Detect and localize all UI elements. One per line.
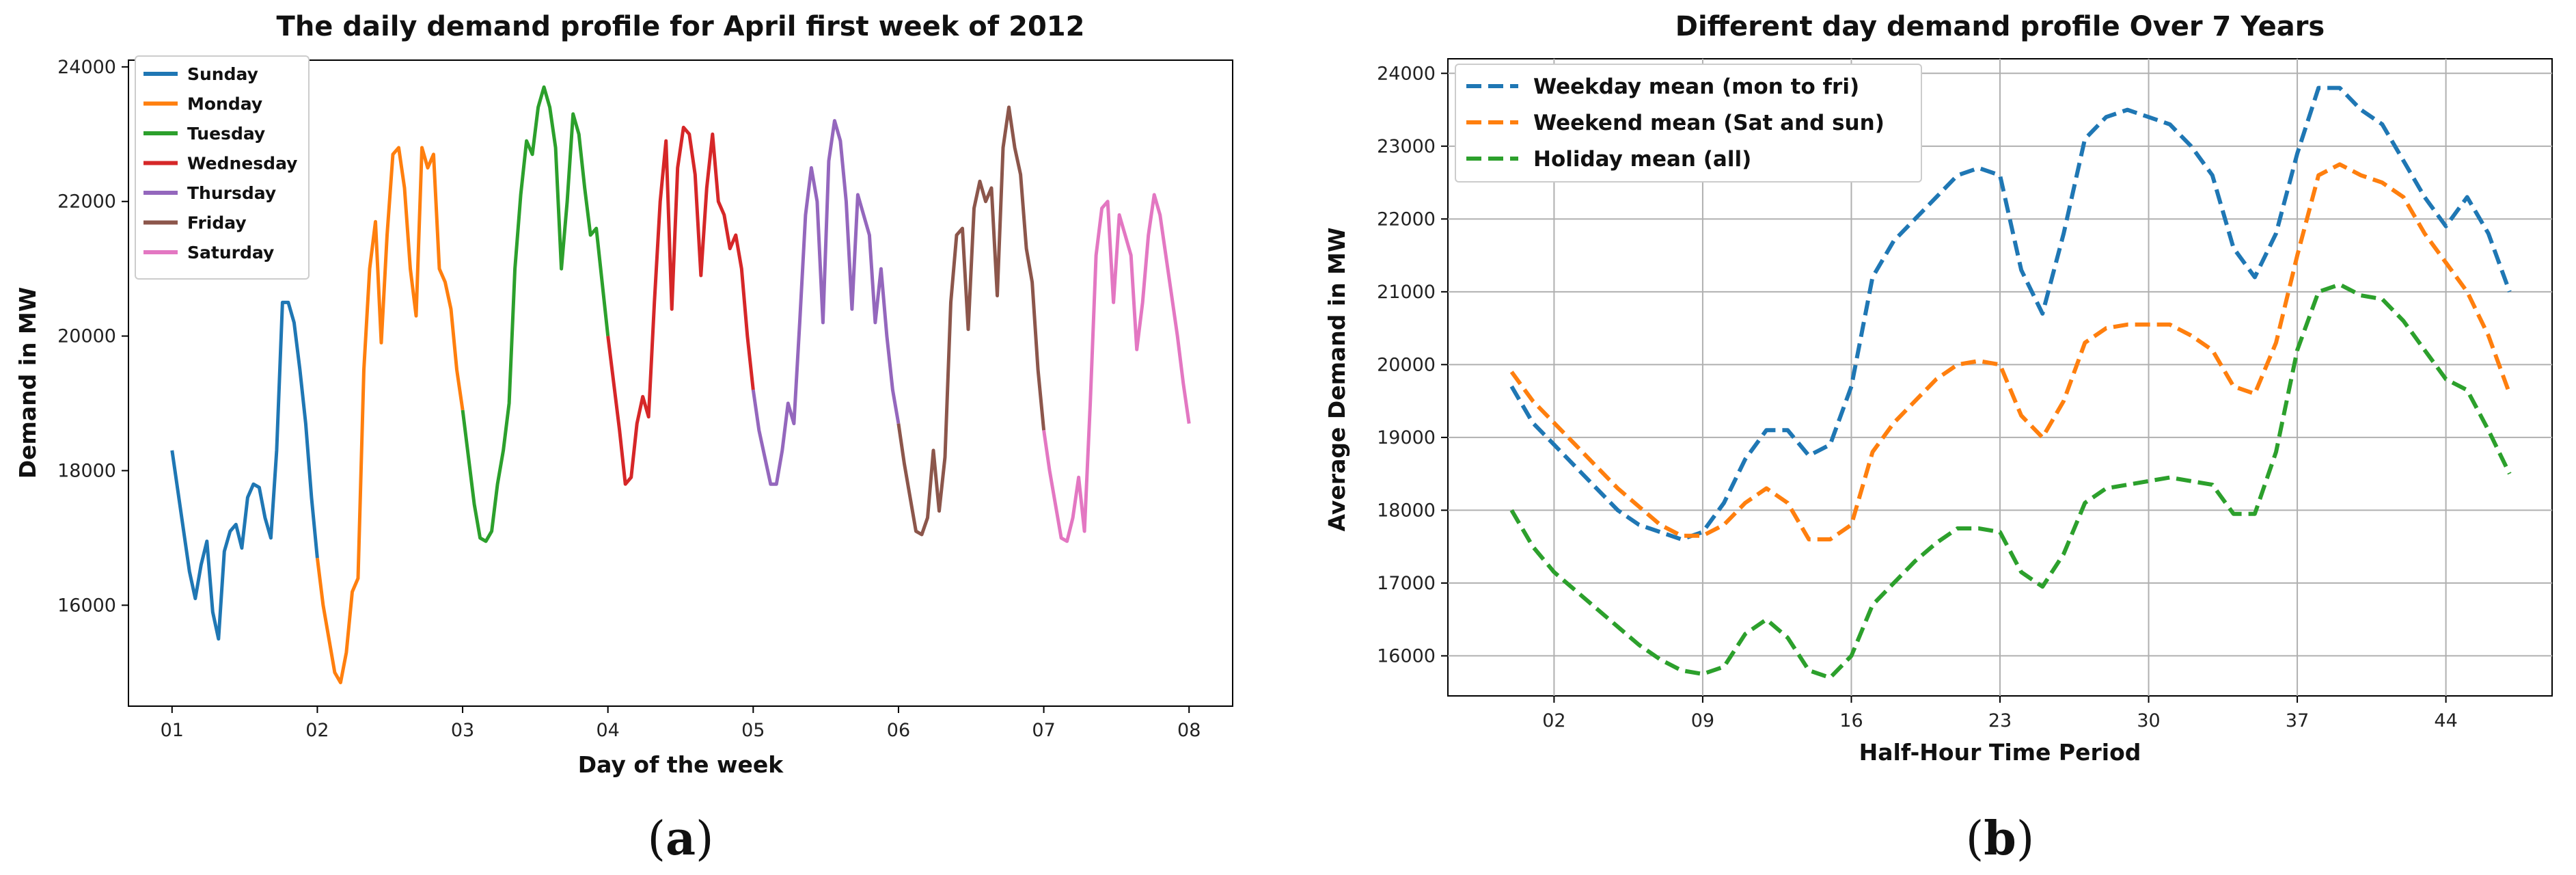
chart-b-legend-label: Weekday mean (mon to fri) [1533, 75, 1859, 99]
chart-b-xtick-label: 44 [2434, 710, 2457, 731]
chart-a-line-friday [896, 105, 1046, 537]
chart-b-xtick-label: 16 [1839, 710, 1863, 731]
chart-a-xtick-label: 05 [741, 720, 765, 741]
chart-b-xtick-label: 09 [1691, 710, 1714, 731]
chart-a-legend-label: Friday [187, 213, 247, 233]
chart-b-xtick-label: 37 [2286, 710, 2309, 731]
chart-b-xtick-label: 30 [2137, 710, 2160, 731]
chart-b-ylabel: Average Demand in MW [1324, 228, 1350, 532]
chart-a-legend-label: Thursday [187, 183, 276, 203]
chart-b-line-weekday [1509, 85, 2512, 541]
chart-b-xtick-label: 02 [1542, 710, 1565, 731]
chart-a-series-lines [170, 85, 1191, 684]
chart-b-legend-label: Weekend mean (Sat and sun) [1533, 111, 1885, 135]
chart-b-legend-box [1455, 64, 1922, 183]
chart-a-ytick-label: 20000 [57, 326, 116, 347]
chart-a-plot-area [128, 59, 1233, 707]
chart-a-title: The daily demand profile for April first… [277, 11, 1085, 42]
chart-a-line-monday [315, 146, 465, 684]
chart-a-line-wednesday [606, 125, 755, 486]
chart-a-line-tuesday [461, 85, 610, 543]
chart-a-line-sunday [170, 300, 319, 641]
chart-b-legend: Weekday mean (mon to fri) Weekend mean (S… [1455, 64, 1922, 183]
chart-b-ytick-label: 16000 [1377, 645, 1436, 667]
chart-a-line-thursday [751, 119, 901, 486]
chart-b-xlabel: Half-Hour Time Period [1859, 739, 2141, 766]
chart-a-daily-demand: The daily demand profile for April first… [14, 11, 1233, 778]
chart-a-ylabel: Demand in MW [14, 287, 41, 479]
caption-a: (a) [647, 811, 713, 866]
chart-a-legend: Sunday Monday Tuesday Wednesday Thursday Frid… [135, 55, 310, 280]
chart-a-xtick-label: 06 [887, 720, 910, 741]
chart-b-ytick-label: 19000 [1377, 427, 1436, 448]
chart-a-legend-label: Monday [187, 94, 262, 114]
chart-b-different-day: Different day demand profile Over 7 Year… [1324, 11, 2553, 766]
chart-b-series-lines [1509, 85, 2512, 680]
chart-a-legend-label: Tuesday [187, 124, 265, 144]
chart-b-ytick-label: 21000 [1377, 282, 1436, 303]
chart-a-line-saturday [1042, 193, 1191, 543]
chart-b-ytick-label: 24000 [1377, 63, 1436, 84]
chart-b-line-holiday [1509, 282, 2512, 680]
chart-b-ytick-label: 18000 [1377, 500, 1436, 521]
chart-a-xtick-label: 07 [1032, 720, 1055, 741]
chart-a-ytick-label: 22000 [57, 191, 116, 213]
chart-b-line-weekend [1509, 162, 2512, 541]
chart-b-legend-label: Holiday mean (all) [1533, 147, 1751, 172]
chart-a-xtick-label: 02 [305, 720, 329, 741]
chart-a-xlabel: Day of the week [578, 751, 784, 778]
chart-b-ytick-label: 17000 [1377, 573, 1436, 594]
chart-a-ticks: 01 02 03 04 05 06 07 08 16000 18000 20000 22000 2400… [57, 57, 1201, 741]
chart-a-ytick-label: 16000 [57, 595, 116, 616]
chart-b-ytick-label: 23000 [1377, 136, 1436, 157]
chart-a-xtick-label: 04 [597, 720, 620, 741]
chart-b-ytick-label: 20000 [1377, 354, 1436, 375]
chart-a-ytick-label: 24000 [57, 57, 116, 78]
chart-b-ytick-label: 22000 [1377, 208, 1436, 230]
chart-b-ticks: 02 09 16 23 30 37 44 16000 17000 18000 19000 20000 2… [1377, 63, 2458, 731]
chart-b-title: Different day demand profile Over 7 Year… [1675, 11, 2325, 42]
chart-a-ytick-label: 18000 [57, 460, 116, 481]
chart-a-xtick-label: 03 [451, 720, 474, 741]
caption-b: (b) [1966, 811, 2035, 866]
chart-a-legend-label: Wednesday [187, 154, 297, 174]
chart-a-legend-label: Sunday [187, 64, 258, 84]
chart-a-xtick-label: 08 [1177, 720, 1201, 741]
chart-a-legend-box [135, 55, 310, 280]
chart-a-xtick-label: 01 [161, 720, 184, 741]
chart-a-legend-label: Saturday [187, 243, 274, 262]
chart-b-xtick-label: 23 [1988, 710, 2012, 731]
